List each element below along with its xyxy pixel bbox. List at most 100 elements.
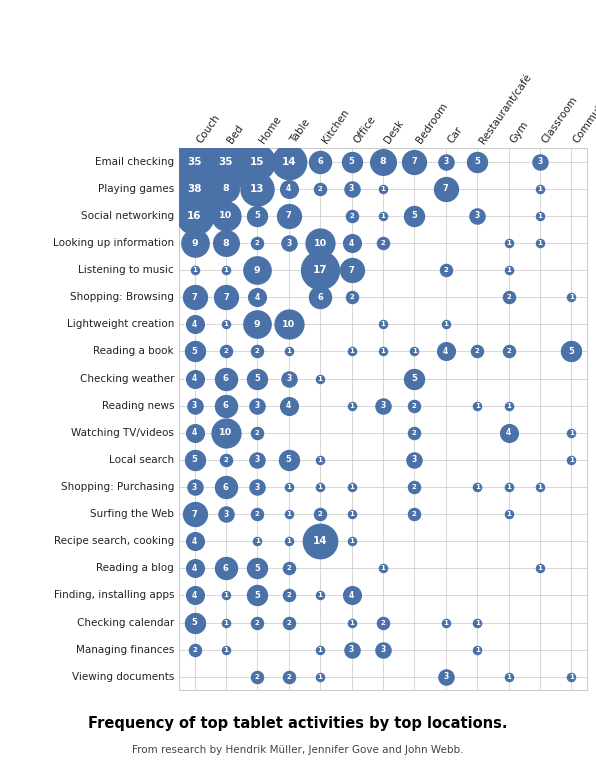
Text: 5: 5	[254, 374, 260, 383]
Point	[504, 480, 513, 493]
Text: 3: 3	[380, 645, 386, 654]
Point	[378, 155, 387, 168]
Point	[253, 346, 262, 358]
Text: Couch: Couch	[194, 112, 222, 145]
Point	[253, 291, 262, 303]
Point	[253, 589, 262, 601]
Text: 1: 1	[286, 484, 291, 490]
Text: Car: Car	[446, 125, 464, 145]
Text: 1: 1	[318, 484, 322, 490]
Point	[378, 562, 387, 575]
Text: 1: 1	[380, 566, 386, 571]
Text: 4: 4	[443, 347, 448, 356]
Point	[473, 155, 482, 168]
Text: 10: 10	[313, 239, 327, 247]
Text: 10: 10	[219, 428, 232, 438]
Text: Email checking: Email checking	[95, 157, 174, 167]
Text: 5: 5	[569, 347, 575, 356]
Point	[347, 210, 356, 222]
Point	[315, 535, 325, 548]
Text: 1: 1	[474, 619, 480, 626]
Text: Finding, installing apps: Finding, installing apps	[54, 590, 174, 601]
Point	[535, 210, 545, 222]
Text: 3: 3	[443, 672, 448, 681]
Text: 13: 13	[250, 184, 265, 194]
Text: 17: 17	[313, 265, 327, 275]
Point	[409, 210, 419, 222]
Point	[378, 644, 387, 656]
Point	[535, 562, 545, 575]
Point	[284, 454, 293, 466]
Text: 3: 3	[286, 239, 291, 247]
Text: 1: 1	[286, 511, 291, 517]
Text: Watching TV/videos: Watching TV/videos	[71, 427, 174, 438]
Text: 3: 3	[349, 645, 354, 654]
Point	[315, 291, 325, 303]
Text: 1: 1	[224, 619, 228, 626]
Text: 1: 1	[538, 186, 542, 192]
Point	[190, 183, 199, 195]
Point	[347, 644, 356, 656]
Text: 7: 7	[192, 509, 197, 519]
Point	[535, 237, 545, 250]
Text: 1: 1	[349, 511, 354, 517]
Point	[190, 237, 199, 250]
Text: 3: 3	[192, 483, 197, 491]
Text: Office: Office	[352, 114, 377, 145]
Text: Desk: Desk	[383, 118, 406, 145]
Text: 1: 1	[224, 593, 228, 598]
Text: From research by Hendrik Müller, Jennifer Gove and John Webb.: From research by Hendrik Müller, Jennife…	[132, 746, 464, 755]
Point	[221, 508, 231, 520]
Text: 5: 5	[349, 158, 355, 166]
Point	[190, 454, 199, 466]
Text: 4: 4	[192, 374, 197, 383]
Text: 4: 4	[286, 184, 291, 193]
Text: 1: 1	[380, 321, 386, 328]
Point	[409, 372, 419, 385]
Point	[567, 671, 576, 683]
Text: 1: 1	[474, 402, 480, 409]
Point	[347, 264, 356, 276]
Point	[253, 318, 262, 331]
Text: 3: 3	[380, 401, 386, 410]
Text: Lightweight creation: Lightweight creation	[67, 319, 174, 329]
Text: 6: 6	[223, 564, 229, 573]
Text: 3: 3	[412, 456, 417, 464]
Text: 38: 38	[187, 184, 202, 194]
Point	[190, 318, 199, 331]
Text: Commuting: Commuting	[572, 90, 596, 145]
Text: 4: 4	[192, 591, 197, 600]
Text: 2: 2	[506, 294, 511, 300]
Point	[253, 183, 262, 195]
Text: 5: 5	[411, 374, 417, 383]
Text: 1: 1	[538, 566, 542, 571]
Text: Managing finances: Managing finances	[76, 644, 174, 654]
Text: 7: 7	[411, 158, 417, 166]
Text: 1: 1	[349, 619, 354, 626]
Point	[190, 589, 199, 601]
Point	[504, 346, 513, 358]
Text: 5: 5	[191, 347, 197, 356]
Point	[253, 480, 262, 493]
Point	[190, 372, 199, 385]
Text: 1: 1	[224, 321, 228, 328]
Point	[378, 616, 387, 629]
Point	[567, 346, 576, 358]
Point	[441, 183, 451, 195]
Point	[315, 264, 325, 276]
Point	[284, 155, 293, 168]
Text: 1: 1	[380, 349, 386, 354]
Point	[284, 616, 293, 629]
Text: 1: 1	[224, 268, 228, 273]
Text: 3: 3	[254, 456, 260, 464]
Text: 2: 2	[412, 511, 417, 517]
Point	[190, 346, 199, 358]
Point	[409, 508, 419, 520]
Point	[221, 210, 231, 222]
Text: 1: 1	[318, 593, 322, 598]
Point	[221, 589, 231, 601]
Point	[473, 644, 482, 656]
Text: Reading a book: Reading a book	[94, 346, 174, 356]
Point	[504, 291, 513, 303]
Text: Table: Table	[288, 117, 312, 145]
